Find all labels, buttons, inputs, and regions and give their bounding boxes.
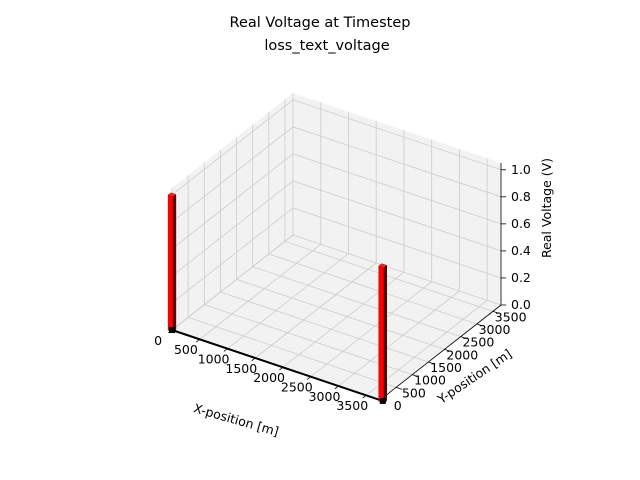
grid-line-y-floor [220, 291, 429, 363]
y-tick-label: 1500 [430, 360, 462, 375]
y-tick-mark [460, 336, 467, 340]
grid-line-z-back [292, 234, 502, 306]
back-pane [293, 93, 501, 305]
y-tick-mark [492, 310, 500, 314]
z-tick-label: 0.4 [511, 243, 531, 258]
bar-side-face [172, 193, 177, 333]
z-axis-label: Real Voltage (V) [539, 158, 554, 258]
y-tick-label: 0 [394, 398, 402, 413]
bar-side-face [383, 264, 387, 404]
z-tick-label: 0.0 [511, 297, 531, 312]
y-tick-label: 3500 [495, 309, 527, 324]
z-tick-label: 0.8 [511, 189, 531, 204]
grid-line-y-floor [204, 304, 413, 376]
chart-title: Real Voltage at Timestep [230, 15, 411, 31]
grid-line-y-floor [236, 278, 445, 350]
grid-line-x-floor [227, 253, 349, 349]
grid-line-z-side [171, 180, 294, 277]
bar-base-marker [379, 397, 386, 404]
grid-line-z-side [171, 126, 294, 223]
grid-line-y-floor [252, 266, 461, 338]
x-axis-label: X-position [m] [192, 400, 281, 439]
x-tick-label: 1500 [225, 361, 257, 376]
grid-line-x-floor [254, 262, 377, 359]
chart-subtitle: loss_text_voltage [264, 38, 389, 54]
bars [167, 192, 388, 404]
z-tick-label: 0.6 [511, 216, 531, 231]
y-tick-mark [476, 323, 484, 327]
y-tick-label: 1000 [414, 373, 446, 388]
bar-base-marker [169, 327, 175, 333]
grid-line-z-side [171, 207, 294, 304]
x-tick-label: 1000 [198, 352, 230, 367]
z-tick-label: 1.0 [511, 162, 531, 177]
grid-line-x-floor [338, 290, 460, 387]
grid-line-z-side [171, 99, 294, 196]
z-tick-label: 0.2 [511, 270, 531, 285]
y-tick-label: 500 [402, 385, 426, 400]
grid-line-z-side [171, 234, 294, 331]
x-tick-label: 3000 [309, 389, 341, 404]
grid-line-x-floor [310, 281, 432, 377]
grid-line-z-side [171, 153, 294, 250]
bar-top-face [378, 263, 388, 268]
y-tick-label: 3000 [479, 322, 511, 337]
grid-line-z-back [292, 153, 502, 225]
x-tick-label: 500 [174, 342, 198, 357]
y-tick-label: 2500 [462, 335, 494, 350]
grid-line-z-back [292, 207, 502, 279]
x-tick-label: 0 [154, 333, 162, 348]
y-tick-mark [412, 374, 419, 378]
x-tick-label: 2500 [281, 380, 313, 395]
side-pane [172, 93, 293, 330]
grid-line-z-back [292, 180, 502, 252]
bar-front-face [167, 194, 174, 333]
grid-line-x-floor [199, 244, 321, 340]
y-tick-mark [444, 348, 451, 352]
bar-front-face [378, 265, 385, 404]
y-tick-mark [428, 361, 435, 365]
bar-1 [378, 263, 388, 404]
grid-line-z-back [292, 99, 502, 171]
bar-0 [167, 192, 177, 333]
connection-line [171, 329, 384, 402]
grid-line-z-back [292, 126, 502, 198]
x-tick-label: 2000 [253, 370, 285, 385]
grid-line-y-floor [188, 316, 397, 388]
grid-line-y-floor [268, 253, 477, 325]
grid-line-y-floor [284, 240, 494, 312]
y-tick-mark [396, 386, 403, 390]
y-axis-line [379, 304, 502, 401]
bar-top-face [167, 192, 177, 197]
y-tick-label: 2000 [446, 347, 478, 362]
x-tick-label: 3500 [336, 398, 368, 413]
z-ticks: 0.0 0.2 0.4 0.6 0.8 1.0 [501, 162, 531, 312]
